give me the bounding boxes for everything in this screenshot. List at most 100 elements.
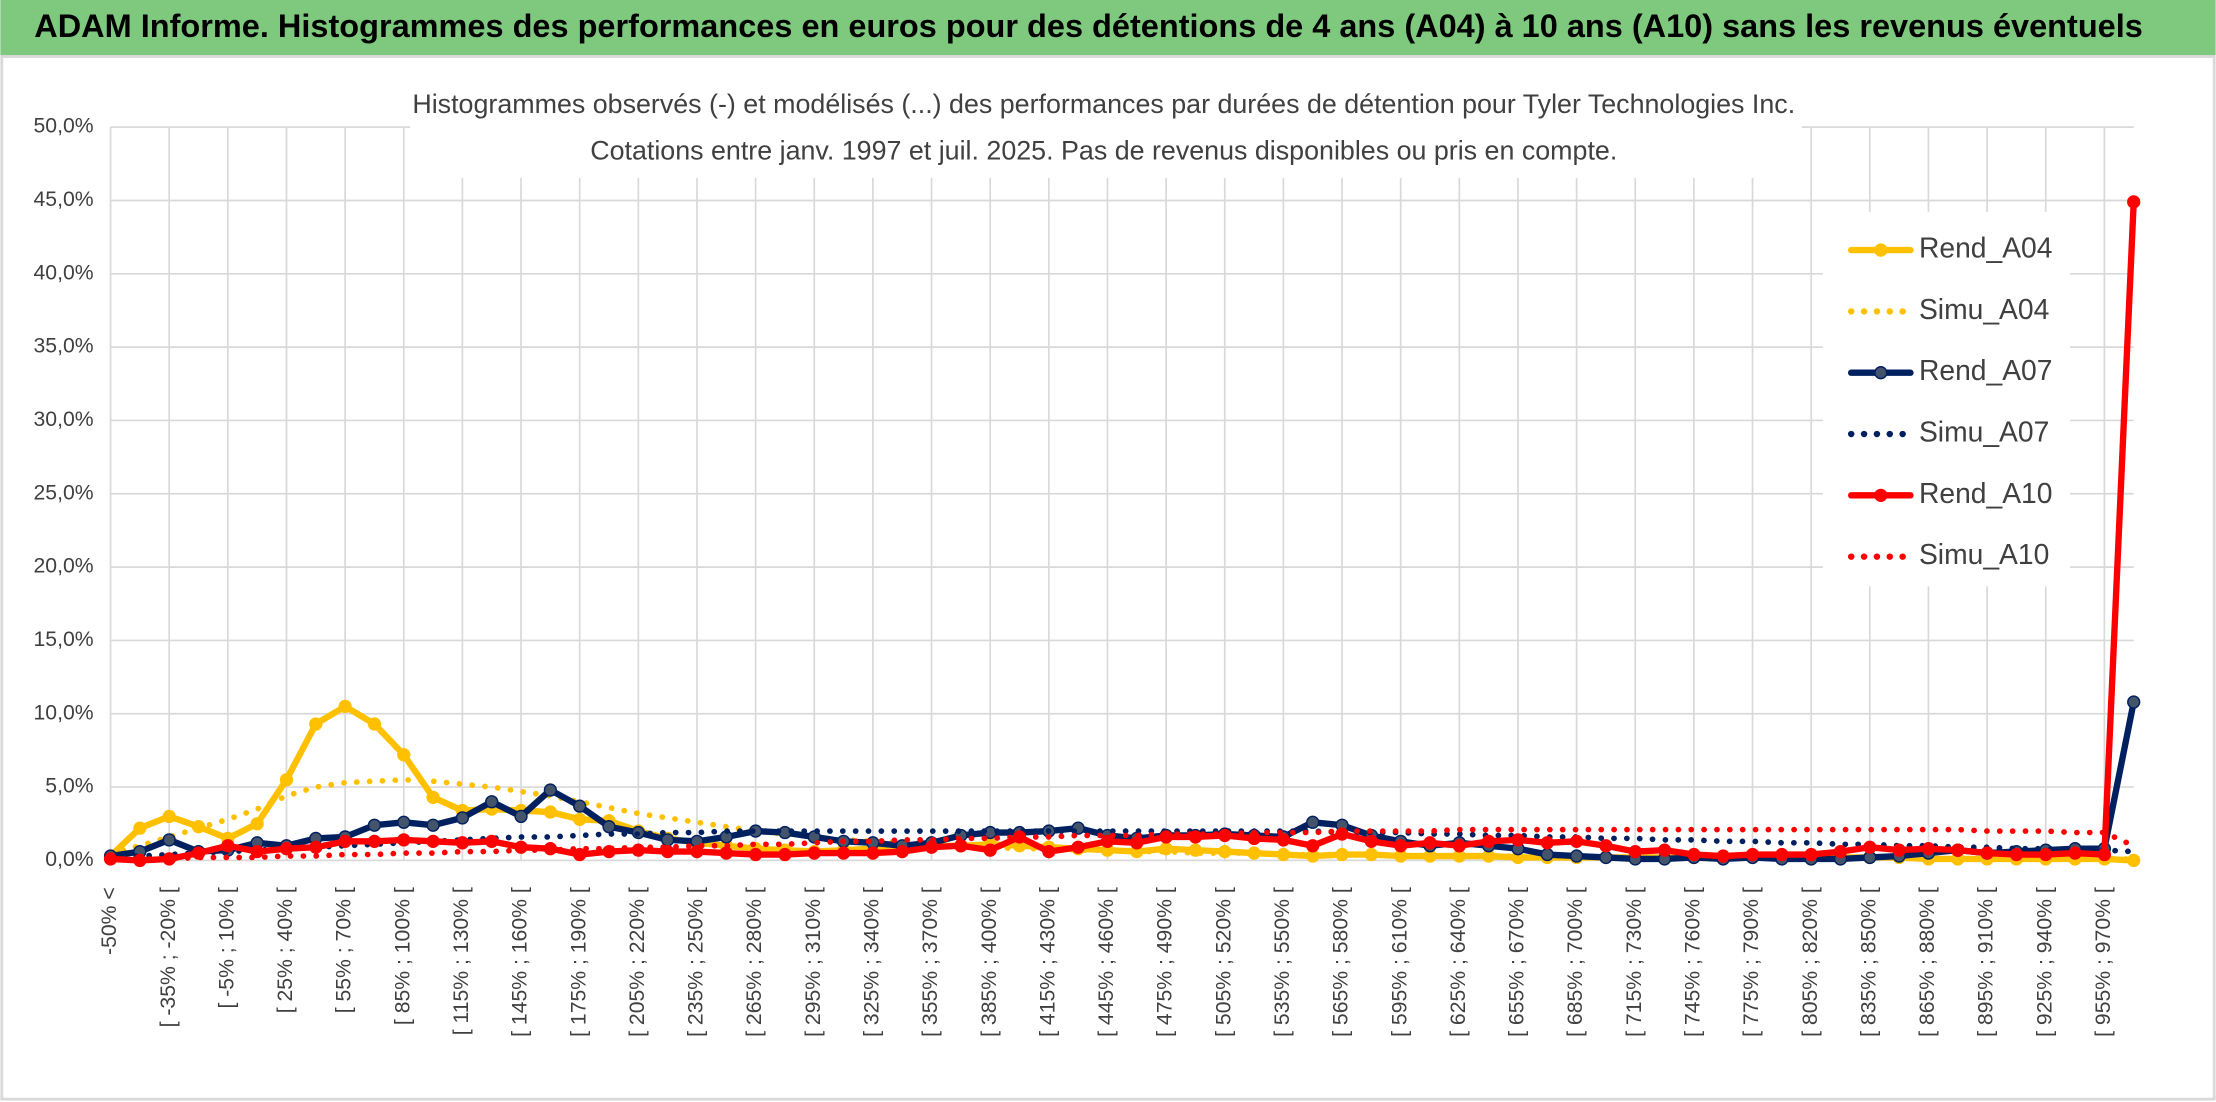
x-tick-label: -50% < bbox=[98, 887, 121, 955]
x-tick-label: [ 505% ; 520% [ bbox=[1212, 887, 1235, 1037]
title-background bbox=[410, 84, 1802, 179]
x-tick-label: [ -35% ; -20% [ bbox=[157, 887, 180, 1027]
data-point bbox=[661, 833, 675, 847]
data-point bbox=[573, 847, 587, 862]
x-tick-label: [ 205% ; 220% [ bbox=[626, 887, 649, 1037]
data-point bbox=[221, 839, 235, 853]
data-point bbox=[250, 817, 264, 831]
data-point bbox=[1540, 836, 1554, 850]
data-point bbox=[426, 818, 440, 832]
data-point bbox=[895, 844, 909, 859]
x-tick-label: [ 235% ; 250% [ bbox=[685, 887, 708, 1037]
data-point bbox=[426, 790, 440, 804]
y-tick-label: 5,0% bbox=[45, 775, 93, 798]
data-point bbox=[1100, 834, 1115, 848]
data-point bbox=[309, 840, 323, 854]
data-point bbox=[1628, 844, 1642, 859]
data-point bbox=[133, 821, 147, 835]
data-point bbox=[1364, 834, 1378, 848]
legend-marker bbox=[1874, 366, 1888, 380]
x-tick-label: [ -5% ; 10% [ bbox=[215, 887, 238, 1008]
data-point bbox=[397, 815, 411, 829]
data-point bbox=[1452, 839, 1466, 853]
data-point bbox=[1569, 834, 1584, 848]
data-point bbox=[1423, 836, 1437, 850]
data-point bbox=[2127, 195, 2141, 209]
data-point bbox=[514, 809, 528, 824]
x-tick-label: [ 895% ; 910% [ bbox=[1975, 887, 1998, 1037]
data-point bbox=[1306, 815, 1320, 829]
data-point bbox=[866, 846, 880, 860]
x-tick-label: [ 295% ; 310% [ bbox=[802, 887, 825, 1037]
legend-label: Rend_A10 bbox=[1919, 477, 2053, 509]
x-tick-label: [ 925% ; 940% [ bbox=[2033, 887, 2056, 1037]
data-point bbox=[2039, 847, 2053, 862]
data-point bbox=[397, 748, 411, 762]
y-tick-label: 45,0% bbox=[34, 188, 94, 211]
header-title: ADAM Informe. Histogrammes des performan… bbox=[34, 8, 2143, 44]
data-point bbox=[1599, 850, 1613, 865]
data-point bbox=[1569, 849, 1584, 863]
y-tick-label: 0,0% bbox=[45, 848, 93, 871]
x-tick-label: [ 325% ; 340% [ bbox=[860, 887, 883, 1037]
data-point bbox=[836, 846, 851, 860]
x-tick-label: [ 955% ; 970% [ bbox=[2092, 887, 2115, 1037]
legend-label: Simu_A07 bbox=[1919, 415, 2049, 447]
data-point bbox=[573, 799, 587, 813]
data-point bbox=[1745, 847, 1760, 862]
x-tick-label: [ 805% ; 820% [ bbox=[1799, 887, 1822, 1037]
x-tick-label: [ 265% ; 280% [ bbox=[743, 887, 766, 1037]
data-point bbox=[924, 840, 939, 854]
data-point bbox=[1657, 843, 1672, 857]
chart-title: Histogrammes observés (-) et modélisés (… bbox=[412, 89, 1795, 119]
y-tick-label: 50,0% bbox=[34, 115, 94, 138]
x-tick-label: [ 175% ; 190% [ bbox=[567, 887, 590, 1037]
data-point bbox=[1833, 844, 1848, 859]
observed-line bbox=[107, 198, 2137, 864]
data-point bbox=[338, 699, 352, 714]
data-point bbox=[983, 843, 997, 857]
data-point bbox=[162, 833, 176, 847]
model-line bbox=[107, 828, 2137, 861]
data-point bbox=[455, 836, 470, 850]
x-tick-label: [ 85% ; 100% [ bbox=[391, 887, 414, 1025]
data-point bbox=[1071, 840, 1085, 854]
data-point bbox=[2127, 853, 2141, 868]
x-tick-label: [ 685% ; 700% [ bbox=[1564, 887, 1587, 1037]
legend-label: Simu_A10 bbox=[1919, 538, 2049, 570]
x-tick-label: [ 115% ; 130% [ bbox=[450, 887, 473, 1035]
legend-label: Simu_A04 bbox=[1919, 293, 2049, 325]
data-point bbox=[807, 846, 821, 860]
data-point bbox=[1042, 844, 1056, 859]
x-tick-label: [ 565% ; 580% [ bbox=[1330, 887, 1353, 1037]
data-point bbox=[367, 818, 382, 832]
data-point bbox=[1276, 833, 1291, 847]
data-point bbox=[690, 844, 704, 859]
data-point bbox=[367, 717, 382, 731]
x-tick-label: [ 475% ; 490% [ bbox=[1154, 887, 1177, 1037]
x-tick-label: [ 775% ; 790% [ bbox=[1740, 887, 1763, 1037]
data-point bbox=[573, 812, 587, 826]
y-tick-label: 40,0% bbox=[34, 261, 94, 284]
data-point bbox=[279, 773, 294, 787]
y-tick-label: 20,0% bbox=[34, 555, 94, 578]
data-point bbox=[2127, 695, 2141, 709]
data-point bbox=[778, 847, 792, 862]
x-tick-label: [ 865% ; 880% [ bbox=[1916, 887, 1939, 1037]
data-point bbox=[1394, 839, 1408, 853]
data-point bbox=[250, 844, 264, 859]
x-tick-label: [ 145% ; 160% [ bbox=[509, 887, 532, 1037]
data-point bbox=[719, 846, 733, 860]
x-tick-label: [ 595% ; 610% [ bbox=[1388, 887, 1411, 1037]
x-tick-label: [ 535% ; 550% [ bbox=[1271, 887, 1294, 1037]
data-point bbox=[602, 820, 616, 834]
x-tick-label: [ 715% ; 730% [ bbox=[1623, 887, 1646, 1037]
y-tick-label: 30,0% bbox=[34, 408, 94, 431]
x-tick-label: [ 445% ; 460% [ bbox=[1095, 887, 1118, 1037]
observed-line bbox=[107, 698, 2137, 863]
data-point bbox=[1921, 842, 1936, 856]
data-point bbox=[2097, 847, 2112, 862]
legend-label: Rend_A07 bbox=[1919, 354, 2053, 386]
data-point bbox=[309, 717, 323, 731]
data-point bbox=[2009, 847, 2024, 862]
